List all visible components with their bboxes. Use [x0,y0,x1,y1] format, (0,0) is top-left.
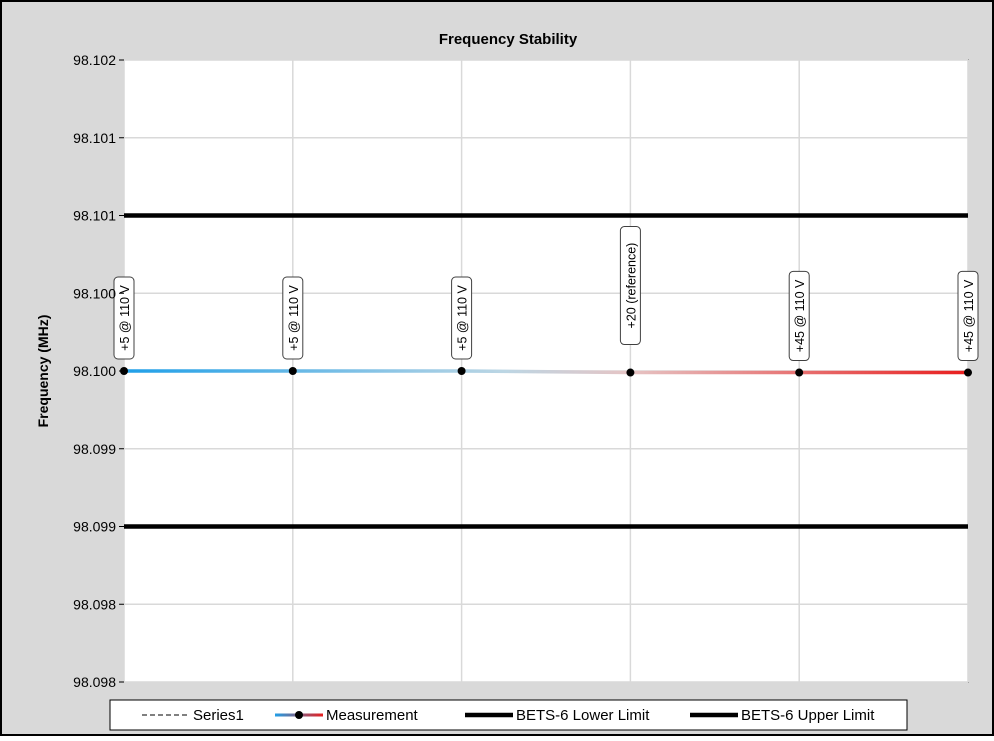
measurement-series [120,367,972,377]
legend: Series1 Measurement BETS-6 Lower Limit BETS… [142,707,875,724]
y-tick-label-5: 98.100 [73,285,116,301]
point-label-text-5: +45 @ 110 V [793,279,807,352]
y-tick-label-3: 98.099 [73,441,116,457]
point-label-box-4 [619,226,641,346]
legend-item-upper-limit-label: BETS-6 Upper Limit [741,707,875,724]
point-label-1: +5 @ 110 V [113,276,135,360]
point-label-6: +45 @ 110 V [957,270,979,362]
y-tick-label-0: 98.098 [73,674,116,690]
point-label-text-3: +5 @ 110 V [456,285,470,351]
point-labels: +5 @ 110 V +5 @ 110 V +5 @ 110 V +20 (refer… [113,226,979,362]
data-point-4 [626,368,635,377]
limit-lines [124,213,968,529]
data-point-3 [457,367,466,375]
point-label-text-4: +20 (reference) [624,243,638,329]
point-label-3: +5 @ 110 V [451,276,473,360]
y-tick-label-1: 98.098 [73,596,116,612]
chart-title: Frequency Stability [439,31,578,48]
data-point-6 [964,368,972,377]
point-label-box-6 [957,270,979,362]
y-tick-label-7: 98.101 [73,130,116,146]
point-label-box-5 [788,270,810,362]
data-point-2 [288,367,297,375]
y-tick-label-4: 98.100 [73,363,116,379]
point-label-box-2 [282,276,304,360]
y-tick-label-2: 98.099 [73,519,116,535]
y-tick-label-6: 98.101 [73,208,116,224]
data-point-5 [795,368,804,377]
series-line-measurement [124,369,968,375]
point-label-text-2: +5 @ 110 V [287,285,301,351]
point-label-text-1: +5 @ 110 V [118,285,132,351]
y-axis-label: Frequency (MHz) [35,315,51,428]
point-label-box-1 [113,276,135,360]
point-label-2: +5 @ 110 V [282,276,304,360]
y-axis: 98.098 98.098 98.099 98.099 98.100 98.100 98.1… [73,52,124,690]
point-label-text-6: +45 @ 110 V [962,279,976,352]
point-label-box-3 [451,276,473,360]
point-label-4: +20 (reference) [619,226,641,346]
legend-item-series1-label: Series1 [193,707,244,724]
y-tick-label-8: 98.102 [73,52,116,68]
legend-item-measurement-label: Measurement [326,707,419,724]
legend-item-lower-limit-label: BETS-6 Lower Limit [516,707,650,724]
point-label-5: +45 @ 110 V [788,270,810,362]
legend-marker-measurement [295,711,303,719]
